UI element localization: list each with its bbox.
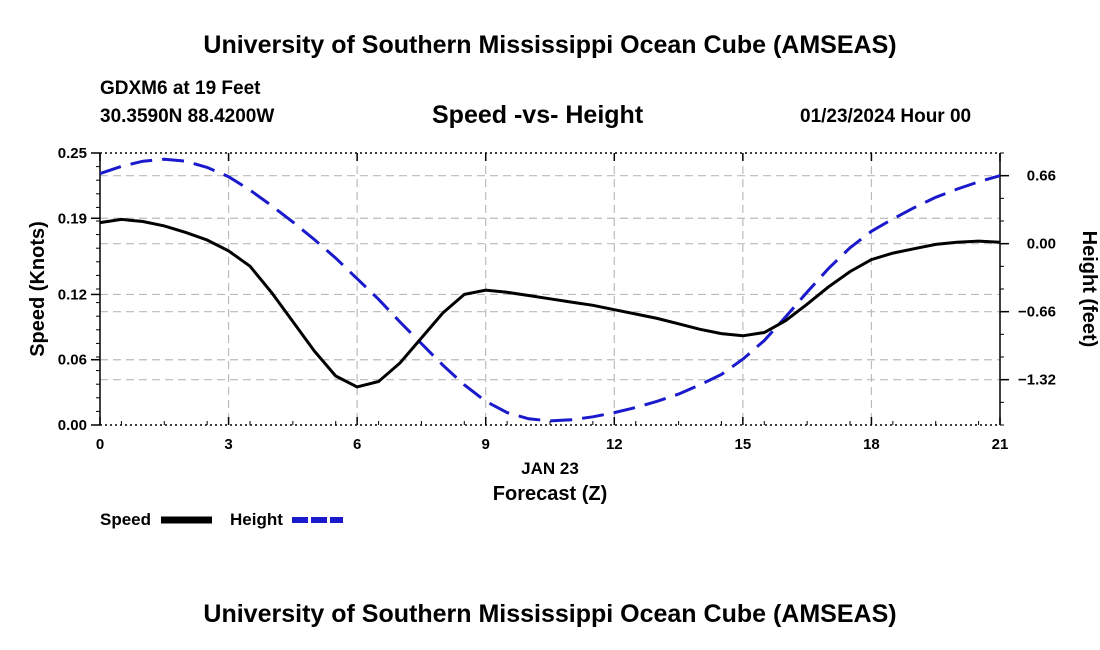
coordinates-label: 30.3590N 88.4200W — [100, 106, 275, 127]
x-tick-label: 0 — [96, 436, 104, 453]
height-series-line — [99, 157, 1001, 423]
x-tick-label: 12 — [606, 436, 623, 453]
legend-height-label: Height — [230, 510, 283, 529]
date-label: 01/23/2024 Hour 00 — [800, 106, 972, 127]
station-label: GDXM6 at 19 Feet — [100, 78, 261, 99]
y-tick-label: 0.12 — [58, 286, 87, 303]
chart-title-bottom: University of Southern Mississippi Ocean… — [203, 600, 897, 628]
x-tick-label: 21 — [992, 436, 1009, 453]
y2-tick-label: −1.32 — [1018, 372, 1056, 389]
y-axis-label: Speed (Knots) — [27, 221, 49, 357]
x-tick-label: 15 — [735, 436, 752, 453]
x-tick-label: 3 — [224, 436, 232, 453]
chart-title-top: University of Southern Mississippi Ocean… — [203, 31, 897, 59]
legend-speed-label: Speed — [100, 510, 151, 529]
speed-series-line — [99, 217, 1001, 389]
y-tick-label: 0.00 — [58, 417, 87, 434]
chart-subtitle: Speed -vs- Height — [432, 101, 644, 129]
y-tick-label: 0.06 — [58, 352, 87, 369]
x-tick-label: 6 — [353, 436, 361, 453]
y2-tick-label: 0.00 — [1027, 236, 1056, 253]
y-tick-label: 0.25 — [58, 145, 87, 162]
y2-axis-label: Height (feet) — [1078, 231, 1100, 348]
y-tick-label: 0.19 — [58, 210, 87, 227]
x-sublabel: JAN 23 — [521, 459, 579, 478]
y2-tick-label: −0.66 — [1018, 304, 1056, 321]
y2-tick-label: 0.66 — [1027, 168, 1056, 185]
x-axis-label: Forecast (Z) — [493, 483, 607, 505]
x-tick-label: 9 — [482, 436, 490, 453]
x-tick-label: 18 — [863, 436, 880, 453]
